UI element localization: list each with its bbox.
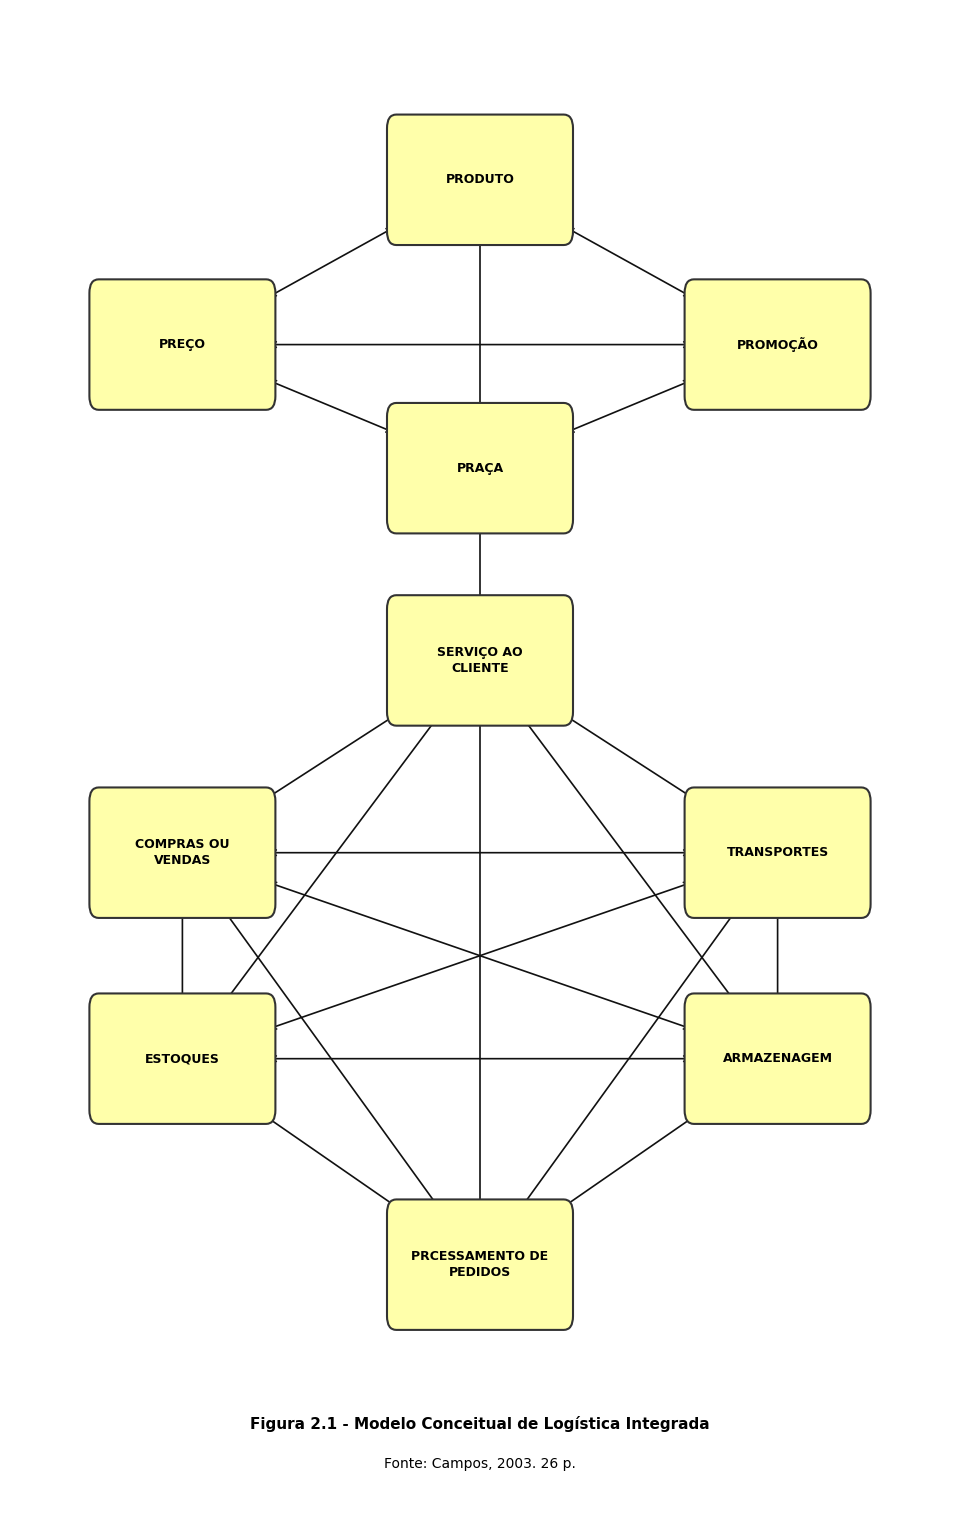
Text: Fonte: Campos, 2003. 26 p.: Fonte: Campos, 2003. 26 p.	[384, 1456, 576, 1470]
FancyBboxPatch shape	[387, 403, 573, 534]
FancyBboxPatch shape	[387, 1200, 573, 1330]
FancyBboxPatch shape	[89, 787, 276, 918]
Text: ESTOQUES: ESTOQUES	[145, 1052, 220, 1066]
Text: ARMAZENAGEM: ARMAZENAGEM	[723, 1052, 832, 1066]
Text: PRAÇA: PRAÇA	[456, 461, 504, 475]
FancyBboxPatch shape	[89, 280, 276, 409]
Text: COMPRAS OU
VENDAS: COMPRAS OU VENDAS	[135, 838, 229, 867]
FancyBboxPatch shape	[684, 994, 871, 1124]
Text: PREÇO: PREÇO	[159, 338, 205, 351]
FancyBboxPatch shape	[387, 595, 573, 726]
Text: TRANSPORTES: TRANSPORTES	[727, 846, 828, 860]
Text: PROMOÇÃO: PROMOÇÃO	[736, 337, 819, 352]
Text: PRCESSAMENTO DE
PEDIDOS: PRCESSAMENTO DE PEDIDOS	[412, 1250, 548, 1280]
FancyBboxPatch shape	[684, 787, 871, 918]
FancyBboxPatch shape	[89, 994, 276, 1124]
Text: Figura 2.1 - Modelo Conceitual de Logística Integrada: Figura 2.1 - Modelo Conceitual de Logíst…	[251, 1416, 709, 1432]
FancyBboxPatch shape	[387, 114, 573, 245]
FancyBboxPatch shape	[684, 280, 871, 409]
Text: PRODUTO: PRODUTO	[445, 174, 515, 186]
Text: SERVIÇO AO
CLIENTE: SERVIÇO AO CLIENTE	[437, 646, 523, 675]
